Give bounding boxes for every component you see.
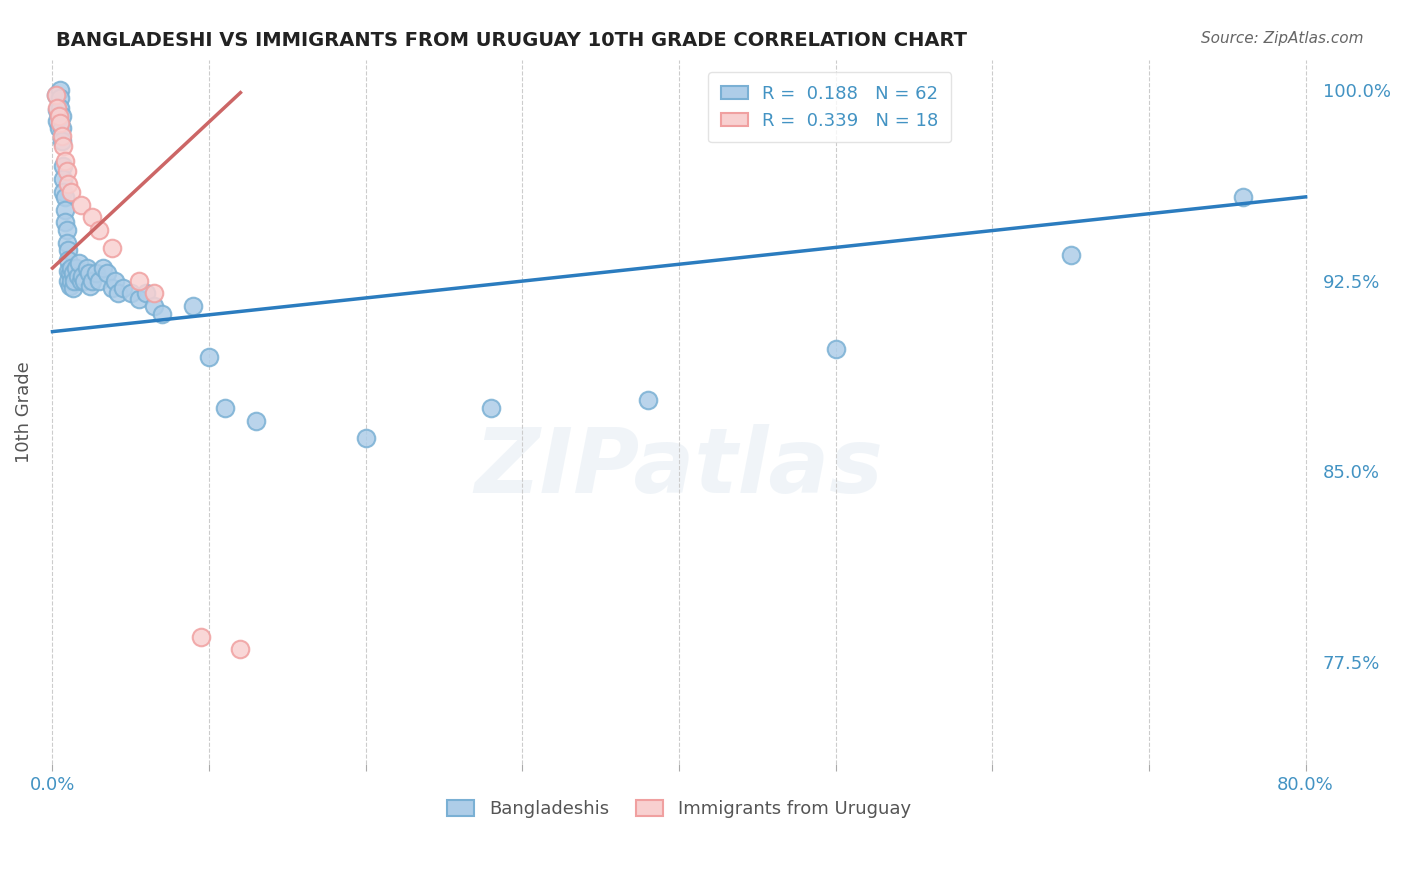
Point <box>66 268 89 283</box>
Point <box>111 281 134 295</box>
Text: BANGLADESHI VS IMMIGRANTS FROM URUGUAY 10TH GRADE CORRELATION CHART: BANGLADESHI VS IMMIGRANTS FROM URUGUAY 1… <box>56 31 967 50</box>
Point <box>128 292 150 306</box>
Point <box>45 88 67 103</box>
Point <box>80 274 103 288</box>
Text: ZIPatlas: ZIPatlas <box>475 424 883 512</box>
Point <box>53 202 76 217</box>
Point <box>76 261 98 276</box>
Point <box>120 286 142 301</box>
Point <box>104 274 127 288</box>
Point <box>69 274 91 288</box>
Point <box>56 263 79 277</box>
Point <box>56 244 79 258</box>
Point <box>190 630 212 644</box>
Y-axis label: 10th Grade: 10th Grade <box>15 361 32 463</box>
Point <box>245 414 267 428</box>
Point <box>101 281 124 295</box>
Point <box>479 401 502 415</box>
Point <box>77 266 100 280</box>
Point <box>55 235 77 250</box>
Point <box>53 190 76 204</box>
Legend: Bangladeshis, Immigrants from Uruguay: Bangladeshis, Immigrants from Uruguay <box>440 792 918 825</box>
Point <box>128 274 150 288</box>
Point <box>53 154 76 169</box>
Point <box>80 211 103 225</box>
Text: Source: ZipAtlas.com: Source: ZipAtlas.com <box>1201 31 1364 46</box>
Point <box>52 172 75 186</box>
Point <box>89 274 111 288</box>
Point <box>46 103 69 118</box>
Point <box>229 642 252 657</box>
Point <box>60 261 83 276</box>
Point <box>1059 248 1081 262</box>
Point <box>45 88 67 103</box>
Point <box>96 266 118 280</box>
Point <box>56 253 79 268</box>
Point <box>46 113 69 128</box>
Point <box>51 134 73 148</box>
Point <box>49 91 72 105</box>
Point <box>143 299 166 313</box>
Point <box>91 261 114 276</box>
Point <box>824 343 846 357</box>
Point <box>53 215 76 229</box>
Point <box>60 274 83 288</box>
Point <box>51 128 73 143</box>
Point <box>52 160 75 174</box>
Point <box>59 266 82 280</box>
Point <box>49 101 72 115</box>
Point <box>637 393 659 408</box>
Point <box>49 83 72 97</box>
Point <box>52 185 75 199</box>
Point <box>354 431 377 445</box>
Point <box>48 109 70 123</box>
Point <box>89 223 111 237</box>
Point <box>59 278 82 293</box>
Point <box>55 223 77 237</box>
Point <box>1232 190 1254 204</box>
Point <box>51 121 73 136</box>
Point <box>56 274 79 288</box>
Point <box>143 286 166 301</box>
Point <box>63 274 86 288</box>
Point <box>67 256 90 270</box>
Point <box>60 185 83 199</box>
Point <box>79 278 101 293</box>
Point <box>48 121 70 136</box>
Point <box>73 274 96 288</box>
Point <box>46 101 69 115</box>
Point <box>62 266 84 280</box>
Point <box>51 109 73 123</box>
Point <box>49 116 72 130</box>
Point <box>56 177 79 191</box>
Point <box>62 281 84 295</box>
Point <box>86 266 108 280</box>
Point <box>135 286 157 301</box>
Point <box>69 197 91 211</box>
Point <box>52 139 75 153</box>
Point <box>150 307 173 321</box>
Point <box>101 241 124 255</box>
Point <box>183 299 205 313</box>
Point <box>214 401 236 415</box>
Point <box>198 350 221 364</box>
Point <box>65 261 87 276</box>
Point <box>107 286 129 301</box>
Point <box>55 164 77 178</box>
Point <box>70 268 93 283</box>
